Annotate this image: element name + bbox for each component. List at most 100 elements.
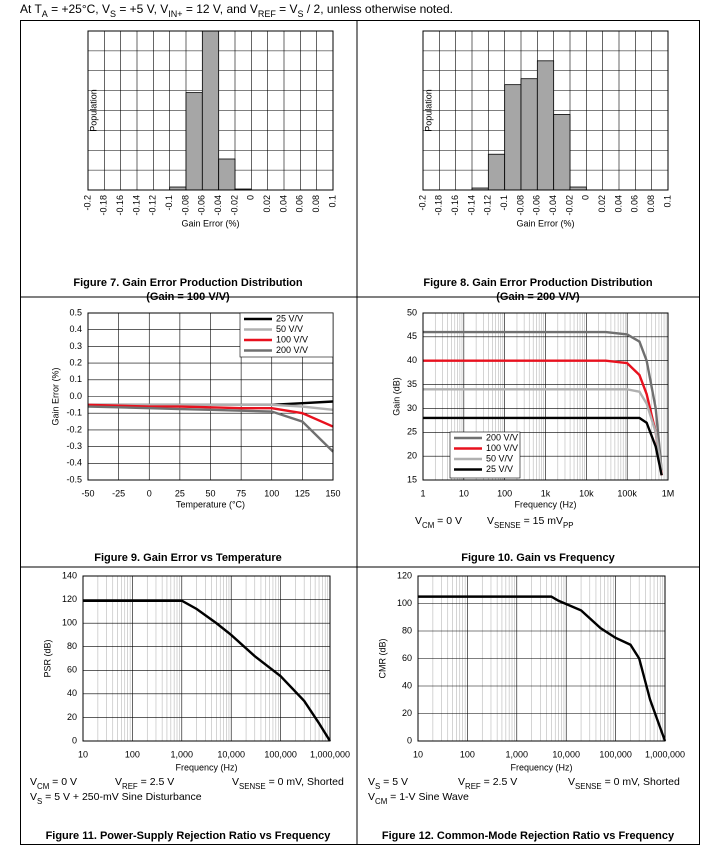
y-tick-label: 25 — [407, 427, 417, 437]
y-tick-label: 0.5 — [69, 307, 82, 317]
text-part: V — [368, 791, 375, 803]
y-tick-label: -0.4 — [66, 458, 82, 468]
text-part: REF — [465, 782, 481, 791]
x-tick-label: 100 — [264, 488, 279, 498]
plot-frame — [87, 312, 334, 481]
figure-caption: Figure 12. Common-Mode Rejection Ratio v… — [382, 830, 675, 842]
y-tick-label: 20 — [407, 451, 417, 461]
figure-caption: Figure 11. Power-Supply Rejection Ratio … — [46, 830, 332, 842]
x-tick-label: -0.18 — [99, 195, 109, 216]
x-tick-label: -50 — [81, 488, 94, 498]
legend-label: 100 V/V — [276, 334, 308, 344]
text-part: A — [42, 9, 48, 19]
text-part: = 2.5 V — [481, 776, 517, 788]
x-tick-label: 100,000 — [264, 749, 297, 759]
x-tick-label: -25 — [112, 488, 125, 498]
bar — [487, 153, 506, 191]
series-line — [423, 416, 663, 476]
figure-caption: Figure 10. Gain vs Frequency — [461, 552, 615, 564]
bar — [185, 92, 203, 191]
y-axis-title: Population — [88, 89, 98, 132]
annotation: VREF = 2.5 V — [458, 776, 517, 791]
text-part: SENSE — [239, 782, 266, 791]
y-tick-label: 0 — [72, 735, 77, 745]
text-part: SENSE — [575, 782, 602, 791]
y-tick-label: 0.4 — [69, 324, 82, 334]
x-tick-label: 1,000 — [171, 749, 194, 759]
y-tick-label: 0.1 — [69, 374, 82, 384]
x-tick-label: -0.08 — [180, 195, 190, 216]
y-axis-title: Gain Error (%) — [50, 367, 60, 425]
text-part: = 15 mV — [521, 515, 563, 527]
series-line — [423, 388, 663, 471]
x-tick-label: 10k — [579, 488, 594, 498]
text-part: = 0 mV, Shorted — [602, 776, 680, 788]
y-tick-label: 50 — [407, 307, 417, 317]
legend-label: 50 V/V — [486, 453, 513, 463]
y-tick-label: 20 — [402, 708, 412, 718]
x-tick-label: 0.04 — [613, 195, 623, 213]
y-tick-label: 80 — [402, 625, 412, 635]
x-tick-label: -0.2 — [417, 195, 427, 211]
legend-label: 50 V/V — [276, 324, 303, 334]
y-tick-label: 30 — [407, 403, 417, 413]
x-tick-label: 150 — [325, 488, 340, 498]
y-tick-label: -0.5 — [66, 474, 82, 484]
text-part: V — [458, 776, 465, 788]
y-axis-title: PSR (dB) — [42, 639, 52, 677]
text-part: IN+ — [168, 9, 182, 19]
y-tick-label: 60 — [67, 665, 77, 675]
series-line — [423, 359, 663, 476]
x-tick-label: -0.14 — [131, 195, 141, 216]
annotation: VCM = 1-V Sine Wave — [368, 791, 469, 806]
y-axis-title: Gain (dB) — [391, 377, 401, 416]
x-tick-label: 1 — [420, 488, 425, 498]
frame — [20, 20, 700, 845]
y-tick-label: 40 — [402, 680, 412, 690]
header-note: At TA = +25°C, VS = +5 V, VIN+ = 12 V, a… — [20, 2, 453, 19]
y-tick-label: 35 — [407, 379, 417, 389]
y-tick-label: -0.3 — [66, 441, 82, 451]
x-tick-label: -0.1 — [499, 195, 509, 211]
series-line — [423, 330, 663, 471]
text-part: = 0 mV, Shorted — [266, 776, 344, 788]
figure-caption: Figure 7. Gain Error Production Distribu… — [73, 277, 302, 289]
annotation: VCM = 0 V — [30, 776, 77, 791]
y-tick-label: -0.2 — [66, 424, 82, 434]
legend-box — [449, 431, 521, 479]
text-part: V — [487, 515, 494, 527]
x-tick-label: 0.08 — [646, 195, 656, 213]
y-tick-label: 0.0 — [69, 391, 82, 401]
x-tick-label: 50 — [205, 488, 215, 498]
text-part: = 5 V + 250-mV Sine Disturbance — [42, 791, 201, 803]
x-axis-title: Temperature (°C) — [176, 499, 245, 509]
x-tick-label: -0.12 — [483, 195, 493, 216]
y-tick-label: 100 — [397, 598, 412, 608]
y-tick-label: 100 — [62, 618, 77, 628]
x-axis-title: Frequency (Hz) — [510, 762, 572, 772]
y-tick-label: 40 — [407, 355, 417, 365]
plot-frame — [82, 575, 331, 742]
text-part: = 0 V — [434, 515, 462, 527]
x-axis-title: Frequency (Hz) — [514, 499, 576, 509]
x-tick-label: -0.16 — [115, 195, 125, 216]
text-part: = 1-V Sine Wave — [387, 791, 469, 803]
text-part: V — [368, 776, 375, 788]
text-part: PP — [563, 521, 573, 530]
text-part: V — [30, 776, 37, 788]
figure-subcaption: (Gain = 100 V/V) — [146, 291, 230, 303]
x-tick-label: 10,000 — [217, 749, 245, 759]
plot-frame — [422, 312, 669, 481]
y-tick-label: 40 — [67, 688, 77, 698]
x-tick-label: 100 — [497, 488, 512, 498]
y-tick-label: 0.3 — [69, 341, 82, 351]
text-part: = 2.5 V — [138, 776, 174, 788]
bar — [218, 158, 236, 191]
y-axis-title: Population — [423, 89, 433, 132]
text-part: S — [110, 9, 116, 19]
y-tick-label: 120 — [62, 594, 77, 604]
x-tick-label: 0.06 — [295, 195, 305, 213]
annotation: VS = 5 V — [368, 776, 408, 791]
annotation: VCM = 0 V — [415, 515, 462, 530]
annotation: VSENSE = 0 mV, Shorted — [568, 776, 680, 791]
